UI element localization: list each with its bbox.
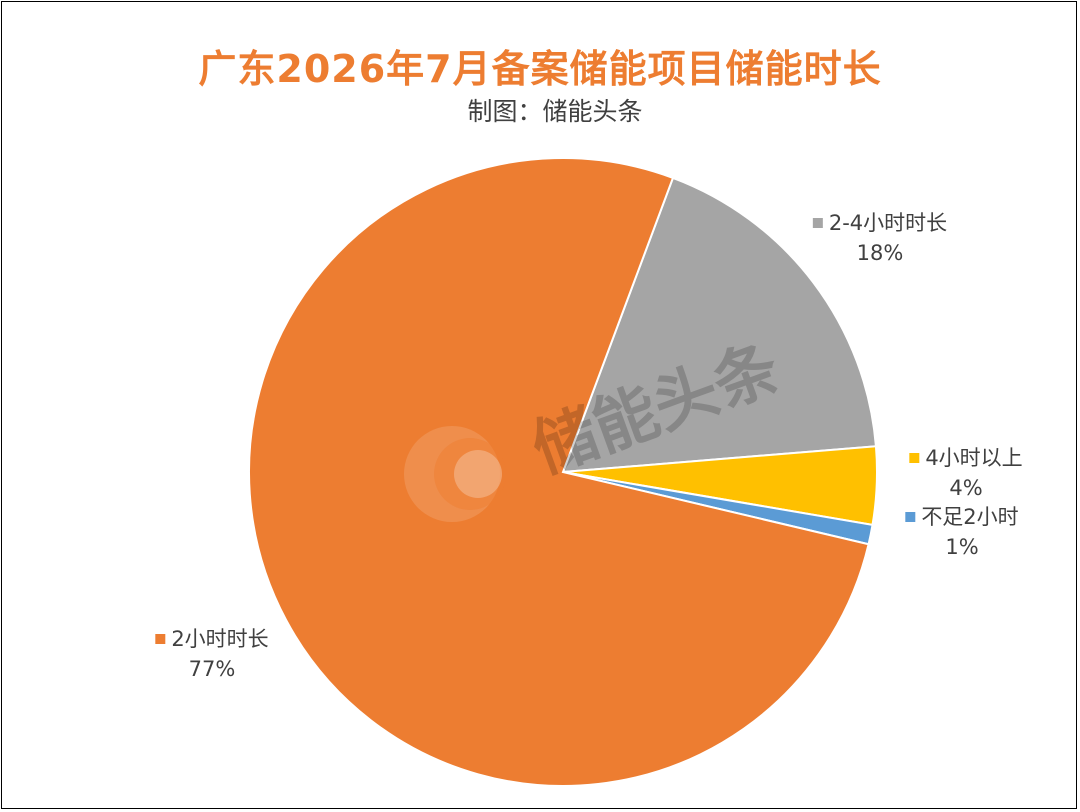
legend-key-4 xyxy=(905,512,916,522)
legend-name-4: 不足2小时 xyxy=(921,505,1018,529)
pie-slices xyxy=(248,157,878,787)
legend-name-2: 2-4小时时长 xyxy=(829,211,947,235)
data-label-4: 不足2小时 1% xyxy=(905,505,1019,559)
chart-title: 广东2026年7月备案储能项目储能时长 xyxy=(198,47,882,91)
legend-key-2 xyxy=(812,218,823,228)
percent-label-3: 4% xyxy=(949,476,982,500)
data-label-1: 2小时时长 77% xyxy=(155,627,269,681)
watermark-logo-icon xyxy=(404,426,506,522)
percent-label-4: 1% xyxy=(945,535,978,559)
data-labels: 2-4小时时长 18% 4小时以上 4% 不足2小时 1% 2小时时长 77% xyxy=(155,211,1023,681)
legend-name-1: 2小时时长 xyxy=(171,627,268,651)
pie-slice-1 xyxy=(248,157,870,787)
legend-key-1 xyxy=(155,634,166,644)
percent-label-2: 18% xyxy=(857,241,904,265)
chart-subtitle: 制图：储能头条 xyxy=(467,97,643,126)
data-label-2: 2-4小时时长 18% xyxy=(812,211,947,265)
data-label-3: 4小时以上 4% xyxy=(909,446,1023,500)
legend-name-3: 4小时以上 xyxy=(925,446,1022,470)
pie-slice-2 xyxy=(561,176,878,474)
percent-label-1: 77% xyxy=(189,657,236,681)
legend-key-3 xyxy=(909,453,920,463)
